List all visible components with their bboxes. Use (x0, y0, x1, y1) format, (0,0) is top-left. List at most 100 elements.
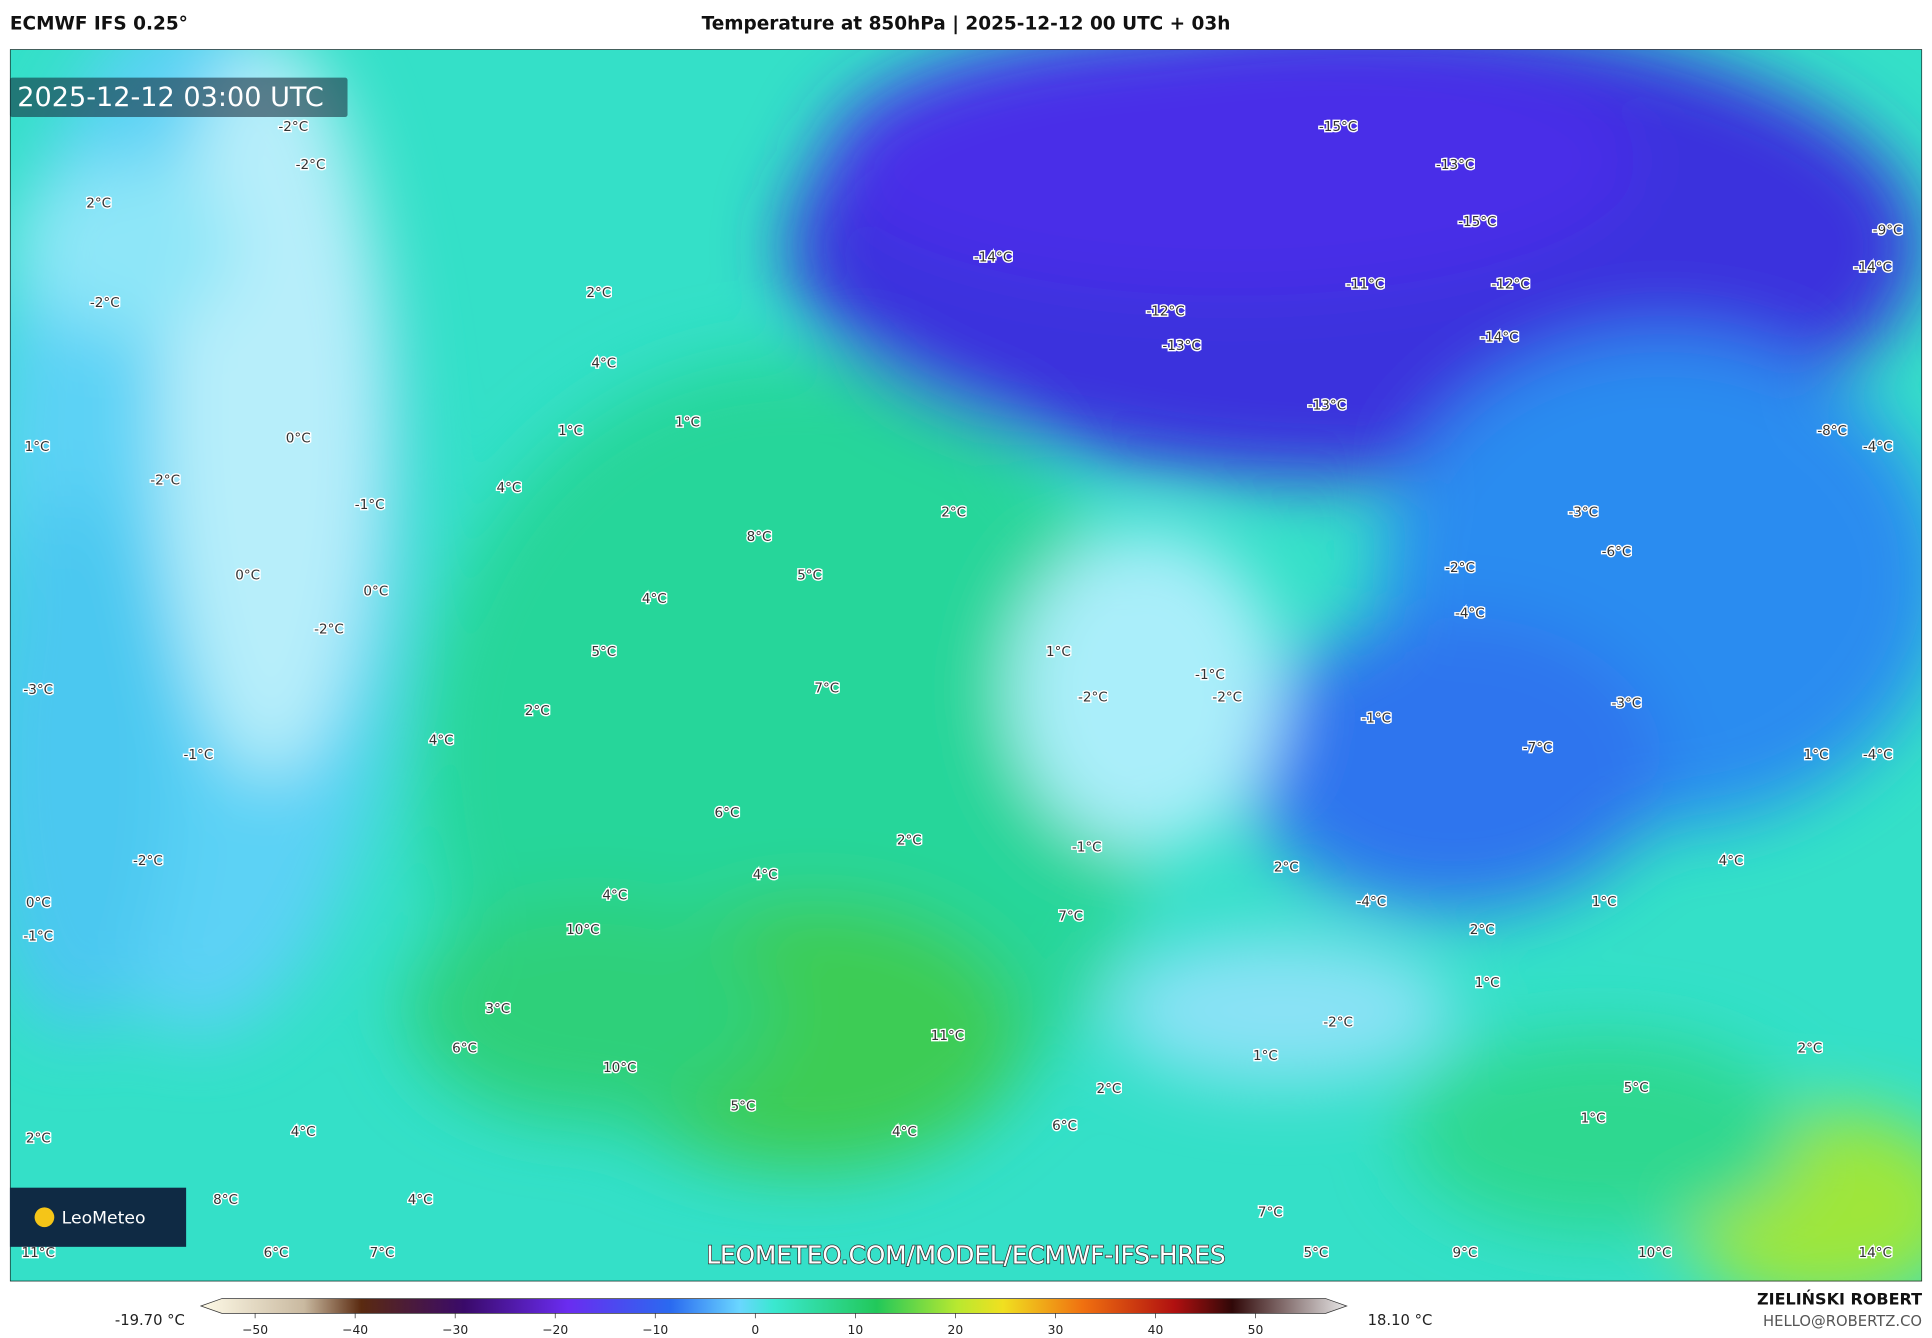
temperature-label: 4°C (1719, 853, 1744, 869)
temperature-label: 2°C (26, 1130, 51, 1146)
temperature-label: 2°C (897, 832, 922, 848)
temperature-label: 7°C (814, 681, 839, 697)
temperature-label: 6°C (452, 1040, 477, 1056)
temperature-label: -4°C (1863, 747, 1893, 763)
watermark: LEOMETEO.COM/MODEL/ECMWF-IFS-HRES (706, 1241, 1225, 1270)
temperature-label: -14°C (1854, 259, 1892, 275)
temperature-label: -2°C (1445, 560, 1475, 576)
temperature-label: 3°C (485, 1001, 510, 1017)
temperature-label: 7°C (1258, 1204, 1283, 1220)
temperature-label: 8°C (213, 1192, 238, 1208)
logo-sun (34, 1207, 55, 1228)
temperature-label: -4°C (1863, 439, 1893, 455)
timestamp-box (9, 77, 348, 118)
temperature-label: 0°C (26, 895, 51, 911)
temperature-label: -4°C (1356, 894, 1386, 910)
temperature-label: -2°C (296, 157, 326, 173)
map-title: Temperature at 850hPa | 2025-12-12 00 UT… (702, 14, 1231, 35)
temperature-label: 4°C (591, 355, 616, 371)
colorbar-tick-label: −40 (342, 1323, 368, 1337)
temperature-label: -2°C (1323, 1015, 1353, 1031)
temperature-label: -1°C (184, 747, 214, 763)
temperature-label: -2°C (1212, 689, 1242, 705)
temperature-label: 6°C (715, 805, 740, 821)
temperature-label: -13°C (1308, 397, 1346, 413)
temperature-field (9, 49, 1923, 1282)
temperature-label: 2°C (1798, 1040, 1823, 1056)
colorbar-tick-label: 0 (751, 1323, 759, 1337)
legend-min: -19.70 °C (115, 1312, 185, 1329)
temperature-label: 5°C (591, 644, 616, 660)
temperature-label: 14°C (1859, 1245, 1892, 1261)
email: HELLO@ROBERTZ.CO (1763, 1313, 1922, 1330)
temperature-label: 1°C (675, 415, 700, 431)
temperature-label: -2°C (1078, 689, 1108, 705)
colorbar-tick-label: 40 (1148, 1323, 1164, 1337)
temperature-label: 1°C (1253, 1048, 1278, 1064)
temperature-label: 0°C (235, 567, 260, 583)
source-title: ECMWF IFS 0.25° (10, 14, 188, 35)
logo-text: LeoMeteo (62, 1208, 146, 1228)
temperature-label: -1°C (1361, 710, 1391, 726)
temperature-label: -15°C (1458, 214, 1496, 230)
temperature-label: 2°C (1096, 1081, 1121, 1097)
temperature-label: -7°C (1523, 740, 1553, 756)
temperature-label: -1°C (23, 928, 53, 944)
temperature-label: -1°C (355, 497, 385, 513)
temperature-label: 5°C (1624, 1080, 1649, 1096)
temperature-label: -2°C (314, 622, 344, 638)
temperature-label: -13°C (1162, 338, 1200, 354)
temperature-label: 2°C (941, 505, 966, 521)
temperature-label: 1°C (1592, 894, 1617, 910)
colorbar-bar (199, 1298, 1348, 1314)
author: ZIELIŃSKI ROBERT (1757, 1289, 1922, 1308)
temperature-label: -3°C (1568, 505, 1598, 521)
colorbar-tick-label: 30 (1048, 1323, 1064, 1337)
temperature-label: 0°C (286, 431, 311, 447)
colorbar-tick-label: 10 (848, 1323, 864, 1337)
temperature-label: -2°C (150, 472, 180, 488)
temperature-label: 1°C (25, 439, 50, 455)
temperature-label: 11°C (22, 1245, 55, 1261)
temperature-label: 5°C (731, 1098, 756, 1114)
temperature-label: -14°C (974, 249, 1012, 265)
temperature-label: -13°C (1436, 157, 1474, 173)
temperature-label: -2°C (90, 295, 120, 311)
temperature-label: 1°C (1475, 975, 1500, 991)
temperature-label: 4°C (496, 480, 521, 496)
temperature-label: 9°C (1453, 1245, 1478, 1261)
temperature-label: 4°C (429, 732, 454, 748)
temperature-label: 11°C (931, 1028, 964, 1044)
colorbar-tick-label: −20 (542, 1323, 568, 1337)
temperature-label: 2°C (586, 285, 611, 301)
temperature-label: -14°C (1480, 330, 1518, 346)
temperature-label: 2°C (86, 195, 111, 211)
temperature-label: 4°C (408, 1192, 433, 1208)
temperature-label: 1°C (1046, 644, 1071, 660)
temperature-label: 2°C (1274, 859, 1299, 875)
temperature-label: -11°C (1346, 277, 1384, 293)
temperature-label: 6°C (264, 1245, 289, 1261)
temperature-label: 4°C (602, 888, 627, 904)
colorbar-tick-label: 20 (948, 1323, 964, 1337)
temperature-label: 1°C (1804, 747, 1829, 763)
colorbar-tick-label: −30 (442, 1323, 468, 1337)
temperature-label: 10°C (1638, 1245, 1671, 1261)
temperature-label: 8°C (747, 529, 772, 545)
temperature-label: -15°C (1319, 119, 1357, 135)
colorbar: -19.70 °C 18.10 °C −50 −40 −30 −20 −10 0 10 20 3… (115, 1298, 1432, 1337)
colorbar-tick-label: −10 (642, 1323, 668, 1337)
colorbar-tick-label: 50 (1248, 1323, 1264, 1337)
temperature-label: 1°C (1581, 1111, 1606, 1127)
temperature-labels: -2°C -2°C 2°C -2°C 2°C 4°C 1°C 1°C 1°C 0°C -2°C 4°C… (20, 118, 1904, 1263)
temperature-label: 6°C (1052, 1118, 1077, 1134)
temperature-label: 5°C (797, 567, 822, 583)
temperature-label: -3°C (1612, 695, 1642, 711)
temperature-label: 4°C (291, 1124, 316, 1140)
temperature-label: -4°C (1455, 606, 1485, 622)
temperature-label: 7°C (370, 1245, 395, 1261)
temperature-label: 0°C (363, 583, 388, 599)
temperature-label: 4°C (892, 1124, 917, 1140)
